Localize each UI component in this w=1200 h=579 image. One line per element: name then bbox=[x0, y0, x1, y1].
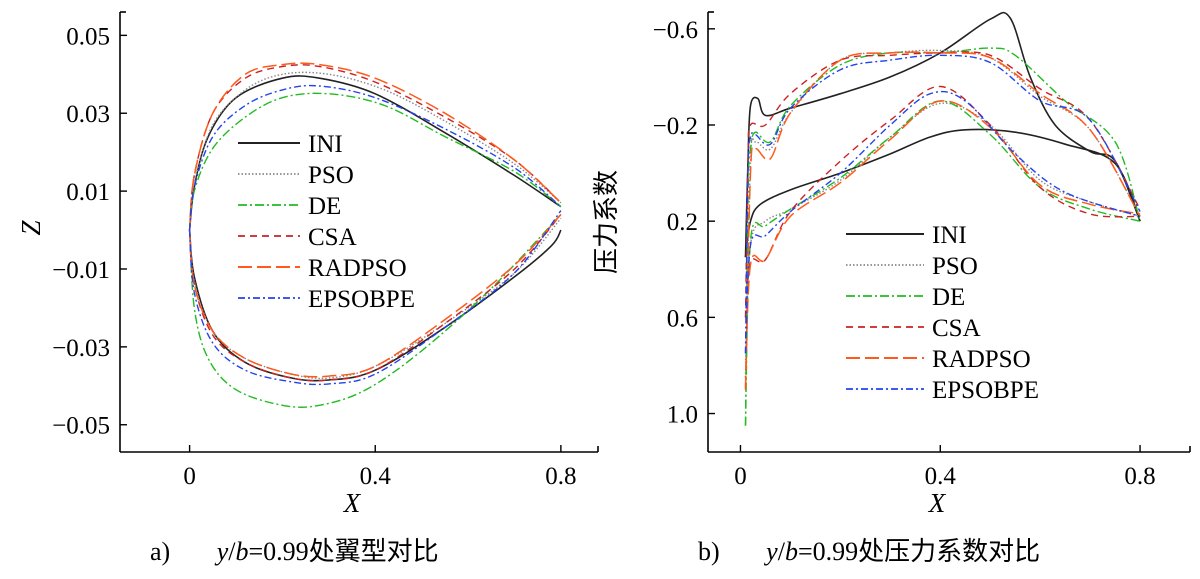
b-series-radpso-upper bbox=[744, 51, 1141, 390]
panel-b-caption-rest: =0.99处压力系数对比 bbox=[798, 537, 1040, 566]
b-series-csa-lower bbox=[744, 85, 1141, 318]
b-legend-label-csa: CSA bbox=[932, 315, 981, 342]
b-xtick-label-0.8: 0.8 bbox=[1124, 463, 1155, 490]
a-ytick-label-0.01: 0.01 bbox=[66, 179, 110, 206]
b-xtick-label-0: 0 bbox=[734, 463, 747, 490]
panel-a-caption-y: y bbox=[214, 537, 229, 566]
panel-b-series bbox=[744, 11, 1141, 426]
panel-a-xlabel: X bbox=[343, 488, 362, 518]
a-legend-label-epsobpe: EPSOBPE bbox=[308, 286, 415, 313]
a-xtick-label-0.4: 0.4 bbox=[360, 463, 392, 490]
b-legend-label-epsobpe: EPSOBPE bbox=[932, 377, 1039, 404]
b-series-csa-upper bbox=[744, 51, 1141, 318]
a-ytick-label-0.05: 0.05 bbox=[66, 23, 110, 50]
a-series-epsobpe-lower bbox=[188, 210, 562, 386]
a-series-ini-upper bbox=[188, 75, 562, 231]
panel-b: 0 0.4 0.8 −0.6 −0.2 0.2 0.6 1.0 INI PSO DE CSA RADP… bbox=[592, 11, 1191, 566]
a-legend-label-radpso: RADPSO bbox=[308, 255, 407, 282]
b-series-epsobpe-lower bbox=[744, 90, 1141, 354]
panel-a-caption-rest: =0.99处翼型对比 bbox=[248, 537, 438, 566]
a-series-radpso-lower bbox=[188, 213, 562, 378]
b-ytick-label-0.6: 0.6 bbox=[667, 305, 698, 332]
a-xtick-label-0.8: 0.8 bbox=[545, 463, 576, 490]
b-legend-label-pso: PSO bbox=[932, 253, 978, 280]
a-series-radpso-upper bbox=[188, 62, 562, 231]
panel-b-caption-b: b bbox=[785, 537, 798, 566]
panel-b-caption: b) y/b=0.99处压力系数对比 bbox=[698, 537, 1040, 566]
a-legend-label-csa: CSA bbox=[308, 224, 357, 251]
panel-a: 0 0.4 0.8 −0.05 −0.03 −0.01 0.01 0.03 0.05 INI PS… bbox=[16, 11, 599, 566]
panel-a-caption: a) y/b=0.99处翼型对比 bbox=[150, 537, 439, 566]
panel-a-legend: INI PSO DE CSA RADPSO EPSOBPE bbox=[238, 131, 415, 313]
a-legend-label-pso: PSO bbox=[308, 162, 354, 189]
panel-b-axes: 0 0.4 0.8 −0.6 −0.2 0.2 0.6 1.0 bbox=[653, 11, 1191, 490]
a-ytick-label--0.05: −0.05 bbox=[52, 413, 110, 440]
b-series-ini-lower bbox=[744, 128, 1141, 258]
panel-b-caption-prefix: b) bbox=[698, 537, 720, 566]
panel-b-ylabel: 压力系数 bbox=[592, 170, 622, 274]
b-ytick-label-1.0: 1.0 bbox=[667, 402, 698, 429]
a-series-de-upper bbox=[188, 92, 562, 231]
b-xtick-label-0.4: 0.4 bbox=[925, 463, 957, 490]
b-legend-label-de: DE bbox=[932, 284, 965, 311]
b-series-epsobpe-upper bbox=[744, 54, 1141, 354]
a-series-pso-upper bbox=[188, 71, 562, 231]
panel-b-caption-y: y bbox=[763, 537, 778, 566]
panel-a-caption-prefix: a) bbox=[150, 537, 170, 566]
a-ytick-label-0.03: 0.03 bbox=[66, 101, 110, 128]
b-series-radpso-lower bbox=[744, 100, 1141, 390]
b-ytick-label-0.2: 0.2 bbox=[667, 209, 698, 236]
b-legend-label-ini: INI bbox=[932, 222, 967, 249]
panel-b-xlabel: X bbox=[928, 488, 947, 518]
a-ytick-label--0.01: −0.01 bbox=[52, 257, 110, 284]
panel-b-legend: INI PSO DE CSA RADPSO EPSOBPE bbox=[846, 222, 1039, 404]
a-ytick-label--0.03: −0.03 bbox=[52, 335, 110, 362]
a-series-epsobpe-upper bbox=[188, 84, 562, 231]
panel-a-ylabel: Z bbox=[16, 220, 46, 236]
b-ytick-label--0.2: −0.2 bbox=[653, 113, 698, 140]
b-legend-label-radpso: RADPSO bbox=[932, 346, 1031, 373]
a-legend-label-ini: INI bbox=[308, 131, 343, 158]
b-series-ini-upper bbox=[744, 11, 1141, 258]
a-series-csa-lower bbox=[188, 214, 562, 382]
a-legend-label-de: DE bbox=[308, 193, 341, 220]
b-series-de-upper bbox=[744, 47, 1141, 426]
panel-b-caption-slash: / bbox=[778, 537, 786, 566]
b-ytick-label--0.6: −0.6 bbox=[653, 17, 698, 44]
panel-a-caption-b: b bbox=[235, 537, 248, 566]
a-xtick-label-0: 0 bbox=[183, 463, 196, 490]
panel-a-axes: 0 0.4 0.8 −0.05 −0.03 −0.01 0.01 0.03 0.05 bbox=[52, 11, 599, 490]
panel-a-series bbox=[188, 62, 562, 408]
a-series-de-lower bbox=[188, 214, 562, 408]
panel-a-caption-slash: / bbox=[228, 537, 236, 566]
